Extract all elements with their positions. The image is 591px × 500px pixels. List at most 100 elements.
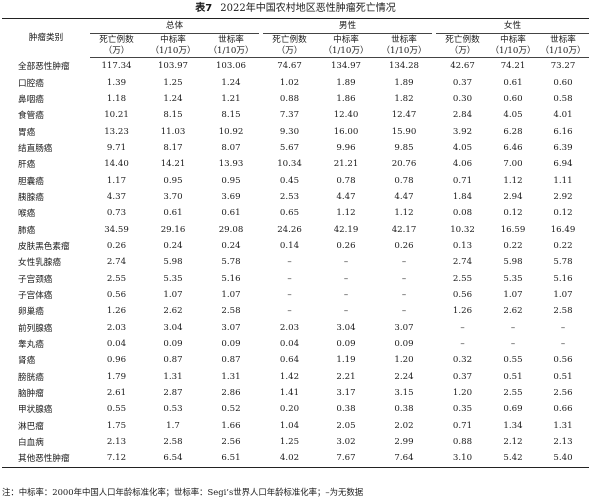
value-cell: 10.21 [104, 110, 129, 121]
value-cell: 21.21 [333, 159, 359, 170]
value-cell: 0.95 [163, 175, 183, 186]
value-cell: 6.51 [221, 453, 241, 464]
table-row: 食管癌 10.21 8.15 8.15 7.37 12.40 12.47 2.84 4.05 4.… [2, 107, 589, 123]
column-header-line: 世标率 [550, 34, 576, 45]
table-row: 子宫体癌 0.56 1.07 1.07 – – – 0.56 1.07 1.07 [2, 287, 589, 303]
value-cell: 2.56 [221, 437, 241, 448]
value-cell: 2.87 [163, 388, 183, 399]
value-cell: 5.42 [503, 453, 523, 464]
value-cell: 5.35 [163, 273, 183, 284]
value-cell: – [460, 322, 465, 333]
value-cell: 0.71 [452, 420, 473, 431]
value-cell: 0.20 [279, 404, 300, 415]
value-cell: 16.59 [500, 224, 526, 235]
value-cell: 1.25 [279, 437, 300, 448]
deaths-header: 死亡例数 （万） [436, 33, 489, 58]
value-cell: 0.71 [452, 175, 473, 186]
value-cell: – [460, 339, 465, 350]
table-row: 鼻咽癌 1.18 1.24 1.21 0.88 1.86 1.82 0.30 0.60 0.58 [2, 91, 589, 107]
value-cell: 0.45 [279, 175, 300, 186]
china-std-rate-header: 中标率 （1/10万） [489, 33, 537, 58]
value-cell: 3.69 [221, 191, 241, 202]
value-cell: – [401, 257, 407, 268]
column-header-unit: （1/10万） [208, 45, 254, 56]
value-cell: 14.40 [104, 159, 129, 170]
column-header-line: 世标率 [391, 34, 417, 45]
value-cell: – [343, 257, 349, 268]
value-cell: 7.12 [106, 453, 127, 464]
value-cell: 0.26 [394, 240, 414, 251]
value-cell: 2.55 [452, 273, 473, 284]
value-cell: 6.28 [503, 126, 523, 137]
column-header-line: 世标率 [218, 34, 244, 45]
value-cell: 0.24 [221, 240, 241, 251]
value-cell: 74.21 [500, 61, 526, 72]
column-header-unit: （1/10万） [381, 45, 427, 56]
value-cell: 0.60 [553, 77, 573, 88]
value-cell: 103.97 [157, 61, 189, 72]
value-cell: 4.05 [503, 110, 523, 121]
value-cell: 1.24 [221, 77, 241, 88]
value-cell: 11.03 [160, 126, 186, 137]
value-cell: 1.31 [163, 371, 183, 382]
value-cell: – [401, 306, 407, 317]
column-header-unit: （万） [449, 45, 476, 56]
value-cell: 8.17 [163, 142, 183, 153]
value-cell: 0.58 [553, 93, 573, 104]
value-cell: 2.03 [106, 322, 127, 333]
value-cell: 0.13 [452, 240, 473, 251]
value-cell: 1.7 [166, 420, 180, 431]
table-row: 淋巴瘤 1.75 1.7 1.66 1.04 2.05 2.02 0.71 1.34 1.31 [2, 418, 589, 434]
value-cell: 0.88 [452, 437, 473, 448]
column-header-line: 中标率 [500, 34, 526, 45]
value-cell: 0.95 [221, 175, 241, 186]
cancer-type-cell: 甲状腺癌 [18, 405, 53, 416]
value-cell: 0.30 [452, 93, 473, 104]
value-cell: 0.22 [503, 240, 523, 251]
value-cell: 0.08 [452, 208, 473, 219]
value-cell: 6.16 [553, 126, 573, 137]
value-cell: 1.18 [106, 93, 127, 104]
value-cell: 5.78 [553, 257, 573, 268]
value-cell: 0.61 [163, 208, 183, 219]
value-cell: 1.21 [221, 93, 241, 104]
table-row: 白血病 2.13 2.58 2.56 1.25 3.02 2.99 0.88 2.12 2.13 [2, 434, 589, 450]
value-cell: 0.56 [553, 355, 573, 366]
cancer-type-cell: 卵巢癌 [18, 307, 44, 318]
value-cell: 0.12 [553, 208, 573, 219]
value-cell: 1.75 [106, 420, 127, 431]
cancer-type-cell: 子宫颈癌 [18, 274, 53, 285]
value-cell: 4.37 [106, 191, 127, 202]
value-cell: 1.24 [163, 93, 183, 104]
column-header-unit: （1/10万） [540, 45, 586, 56]
value-cell: 0.37 [452, 77, 473, 88]
cancer-type-cell: 食管癌 [18, 111, 44, 122]
column-header-unit: （1/10万） [150, 45, 196, 56]
value-cell: 0.52 [221, 404, 241, 415]
value-cell: 74.67 [277, 61, 302, 72]
value-cell: 0.60 [503, 93, 523, 104]
column-header-unit: （万） [103, 45, 130, 56]
deaths-header: 死亡例数 （万） [90, 33, 143, 58]
value-cell: 0.37 [452, 371, 473, 382]
value-cell: 1.31 [221, 371, 241, 382]
world-std-rate-header: 世标率 （1/10万） [537, 33, 589, 58]
value-cell: 1.12 [336, 208, 356, 219]
value-cell: – [560, 339, 566, 350]
value-cell: 1.66 [221, 420, 241, 431]
value-cell: 6.94 [553, 159, 573, 170]
value-cell: 42.19 [333, 224, 359, 235]
value-cell: 1.12 [503, 175, 523, 186]
value-cell: 0.88 [279, 93, 300, 104]
value-cell: 1.11 [553, 175, 573, 186]
value-cell: – [401, 273, 407, 284]
cancer-type-cell: 口腔癌 [18, 78, 44, 89]
world-std-rate-header: 世标率 （1/10万） [376, 33, 432, 58]
table-row: 脑肿瘤 2.61 2.87 2.86 1.41 3.17 3.15 1.20 2.55 2.56 [2, 385, 589, 401]
column-header-line: 死亡例数 [99, 34, 134, 45]
value-cell: 0.14 [279, 240, 300, 251]
cancer-type-cell: 女性乳腺癌 [18, 258, 61, 269]
value-cell: 2.99 [394, 437, 414, 448]
table-row: 胰腺癌 4.37 3.70 3.69 2.53 4.47 4.47 1.84 2.94 2.92 [2, 189, 589, 205]
table-row: 口腔癌 1.39 1.25 1.24 1.02 1.89 1.89 0.37 0.61 0.60 [2, 74, 589, 90]
